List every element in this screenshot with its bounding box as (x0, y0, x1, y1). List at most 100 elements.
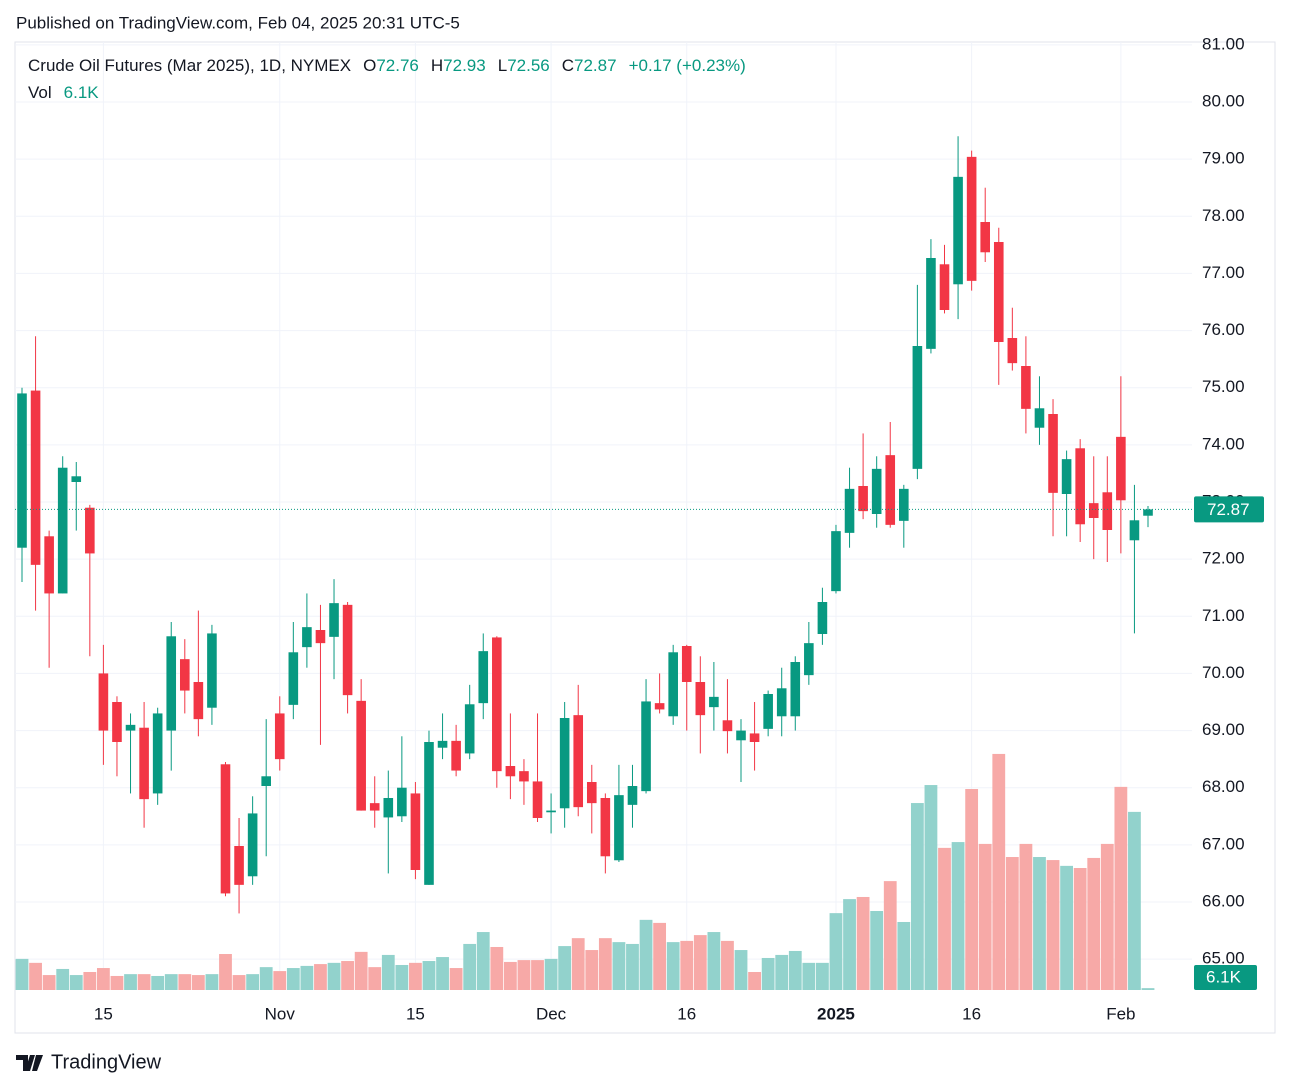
candle-body (342, 604, 353, 696)
volume-last: 6.1K (64, 83, 100, 102)
candle-body (817, 602, 828, 634)
volume-bar (286, 968, 300, 990)
candle-body (1061, 459, 1072, 494)
candle-body (315, 630, 326, 644)
candle-body (559, 718, 570, 809)
volume-bar (693, 935, 707, 990)
volume-bar (1087, 857, 1101, 990)
y-tick-label: 78.00 (1202, 206, 1245, 225)
candle-body (1034, 408, 1045, 428)
y-tick-label: 75.00 (1202, 377, 1245, 396)
brand-name: TradingView (51, 1051, 162, 1073)
volume-bar (816, 962, 829, 990)
candle-body (1116, 436, 1126, 501)
price-badge-label: 72.87 (1207, 500, 1250, 519)
candle-body (397, 787, 407, 817)
volume-bar (544, 958, 558, 990)
logo-icon (16, 1055, 43, 1071)
volume-bar (205, 974, 219, 990)
volume-bar (1141, 988, 1155, 990)
candle-body (912, 346, 923, 469)
volume-bar (843, 899, 856, 990)
volume-name: Vol (28, 83, 52, 102)
volume-bar (965, 789, 979, 990)
legend-letter: H (431, 56, 443, 75)
candle-body (668, 652, 678, 717)
legend-letter: C (562, 56, 574, 75)
x-tick-label: Dec (536, 1004, 567, 1023)
volume-bar (463, 943, 477, 990)
legend-low: 72.56 (507, 56, 550, 75)
volume-bar (449, 968, 463, 990)
volume-bar (734, 950, 748, 990)
candle-body (993, 242, 1004, 342)
y-tick-label: 68.00 (1202, 777, 1245, 796)
price-badge (1194, 496, 1264, 523)
y-tick-label: 72.00 (1202, 549, 1245, 568)
x-tick-label: Feb (1106, 1004, 1135, 1023)
y-tick-label: 81.00 (1202, 34, 1245, 53)
volume-bar (422, 961, 436, 990)
candle-body (451, 740, 461, 771)
candle-body (152, 713, 163, 794)
candle-body (586, 782, 597, 804)
volume-bar (721, 940, 734, 990)
volume-bar (69, 975, 83, 990)
volume-bar (1128, 811, 1141, 990)
volume-badge-label: 6.1K (1206, 967, 1242, 986)
candle-body (627, 786, 638, 805)
volume-bar (571, 938, 585, 990)
volume-bar (558, 946, 572, 990)
candle-body (1129, 520, 1140, 541)
candle-body (166, 636, 177, 731)
volume-bar (761, 957, 775, 990)
candle-body (85, 507, 95, 554)
volume-bar (897, 921, 911, 990)
legend: Crude Oil Futures (Mar 2025), 1D, NYMEX O… (28, 56, 746, 75)
candle-body (261, 776, 271, 786)
volume-bar (910, 803, 924, 990)
volume-legend: Vol 6.1K (28, 83, 99, 102)
volume-bar (409, 962, 422, 990)
y-tick-label: 77.00 (1202, 263, 1245, 282)
candle-body (532, 781, 543, 818)
candle-body (871, 468, 882, 514)
candle-body (736, 730, 746, 741)
candle-body (220, 764, 231, 894)
volume-bar (707, 932, 721, 990)
candle-body (1048, 414, 1058, 493)
candle-body (112, 702, 122, 742)
x-tick-label: 15 (406, 1004, 425, 1023)
volume-bar (191, 975, 205, 990)
volume-bar (829, 913, 843, 990)
volume-bar (83, 972, 97, 990)
candle-body (492, 637, 502, 772)
candle-body (44, 536, 54, 594)
volume-bar (381, 954, 395, 990)
legend-letter: O (363, 56, 376, 75)
volume-bar (938, 847, 951, 990)
y-tick-label: 66.00 (1202, 891, 1245, 910)
candle-body (424, 742, 434, 885)
x-tick-label: 16 (677, 1004, 696, 1023)
candle-body (980, 222, 991, 253)
volume-bar (246, 974, 260, 990)
candle-body (899, 488, 909, 521)
candle-body (804, 643, 814, 676)
volume-bar (56, 968, 70, 990)
candle-body (274, 713, 285, 760)
volume-bar (178, 974, 192, 990)
candle-body (464, 704, 475, 754)
candle-body (1007, 338, 1018, 364)
candle-body (288, 652, 299, 705)
x-tick-label: Nov (265, 1004, 296, 1023)
candle-body (695, 682, 706, 716)
candle-body (1075, 448, 1085, 525)
volume-bar (870, 911, 884, 990)
candle-body (369, 803, 380, 811)
volume-bar (585, 950, 599, 990)
volume-bar (1060, 865, 1074, 990)
candle-body (831, 531, 841, 592)
candle-body (71, 476, 82, 482)
candle-body (722, 720, 733, 732)
